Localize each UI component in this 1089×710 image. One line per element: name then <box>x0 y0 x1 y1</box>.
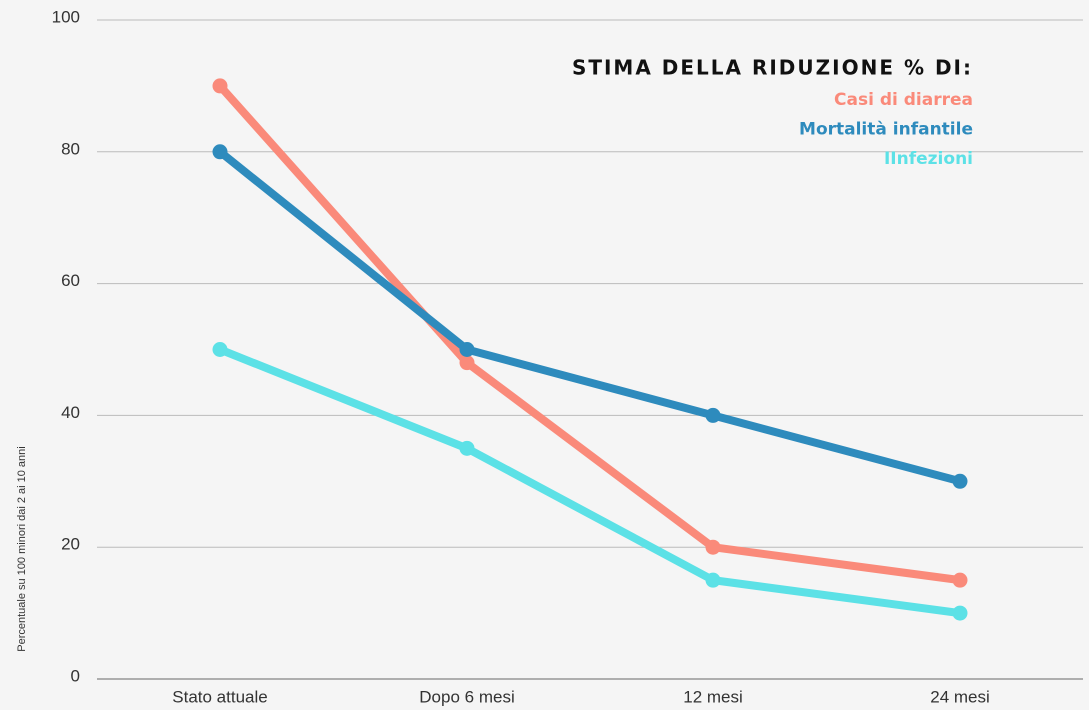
data-point <box>459 355 475 371</box>
data-point <box>705 407 721 423</box>
y-tick-label: 40 <box>61 403 80 422</box>
legend-entry: Casi di diarrea <box>834 90 973 110</box>
y-tick-label: 20 <box>61 535 80 554</box>
legend-title: STIMA DELLA RIDUZIONE % DI: <box>572 56 973 80</box>
data-point <box>952 572 968 588</box>
data-point <box>459 440 475 456</box>
data-point <box>212 342 228 357</box>
data-point <box>459 342 475 357</box>
x-tick-label: Stato attuale <box>172 687 267 706</box>
y-axis-label: Percentuale su 100 minori dai 2 ai 10 an… <box>16 446 28 651</box>
data-point <box>705 539 721 555</box>
series-line <box>218 345 961 618</box>
legend-entry: IInfezioni <box>884 149 973 169</box>
x-tick-label: 24 mesi <box>930 687 990 706</box>
series-line <box>217 83 961 585</box>
y-tick-label: 60 <box>61 271 80 290</box>
data-point <box>705 572 721 588</box>
y-tick-label: 0 <box>71 666 80 685</box>
series-line <box>217 148 962 486</box>
x-tick-label: 12 mesi <box>683 687 743 706</box>
legend-entry: Mortalità infantile <box>799 120 973 140</box>
y-tick-label: 100 <box>52 7 80 26</box>
data-point <box>212 144 228 160</box>
data-point <box>212 78 228 94</box>
x-tick-label: Dopo 6 mesi <box>419 687 514 706</box>
y-tick-label: 80 <box>61 139 80 158</box>
data-point <box>952 605 968 621</box>
data-point <box>952 473 968 489</box>
